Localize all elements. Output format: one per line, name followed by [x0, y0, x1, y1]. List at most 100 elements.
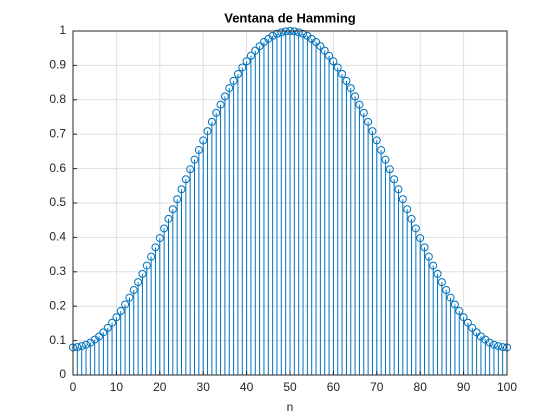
stem-marker — [151, 243, 160, 252]
stem-marker — [299, 29, 308, 38]
x-tick-label: 50 — [283, 380, 297, 394]
stem-marker — [459, 313, 468, 322]
x-tick-label: 70 — [370, 380, 384, 394]
stem-marker — [242, 57, 251, 66]
stem-marker — [186, 165, 195, 174]
stem-marker — [190, 155, 199, 164]
stem-marker — [351, 92, 360, 101]
stem-marker — [446, 293, 455, 302]
stem-marker — [225, 84, 234, 93]
stem-marker — [233, 70, 242, 78]
stem-marker — [212, 108, 221, 117]
y-tick-label: 0.4 — [49, 230, 66, 244]
y-tick-label: 0.7 — [49, 126, 66, 140]
x-axis-label: n — [287, 400, 294, 414]
stem-marker — [385, 165, 394, 174]
stem-marker — [194, 146, 203, 155]
stem-marker — [277, 28, 286, 37]
stem-marker — [216, 100, 225, 109]
y-tick-label: 0.6 — [49, 161, 66, 175]
stem-marker — [463, 318, 472, 327]
stem-marker — [73, 343, 82, 352]
stem-marker — [407, 214, 416, 223]
stem-marker — [368, 127, 377, 136]
y-tick-label: 1 — [59, 23, 66, 37]
stem-marker — [138, 269, 147, 278]
stem-marker — [381, 155, 390, 164]
stem-marker — [325, 51, 334, 60]
stem-marker — [272, 29, 281, 38]
stem-marker — [455, 307, 464, 316]
stem-marker — [251, 46, 260, 55]
x-tick-label: 90 — [457, 380, 471, 394]
stem-marker — [316, 42, 325, 51]
stem-marker — [177, 185, 186, 194]
stem-marker — [433, 269, 442, 278]
stem-marker — [147, 252, 156, 261]
stem-marker — [246, 51, 255, 60]
y-tick-label: 0.1 — [49, 333, 66, 347]
stem-marker — [377, 146, 386, 155]
stem-marker — [255, 42, 264, 51]
stem-marker — [129, 286, 138, 295]
stem-marker — [229, 76, 238, 85]
stem-marker — [103, 323, 112, 332]
x-tick-label: 20 — [153, 380, 167, 394]
y-tick-label: 0.2 — [49, 298, 66, 312]
stem-marker — [95, 332, 104, 341]
stem-marker — [429, 261, 438, 270]
stem-marker — [207, 117, 216, 126]
stem-marker — [498, 343, 507, 352]
stem-marker — [134, 278, 143, 287]
x-tick-label: 80 — [414, 380, 428, 394]
stem-marker — [164, 214, 173, 223]
stem-marker — [99, 328, 108, 337]
stem-marker — [312, 38, 321, 47]
stem-marker — [403, 205, 412, 214]
stem-marker — [238, 63, 247, 72]
stem-marker — [342, 76, 351, 85]
x-tick-label: 10 — [110, 380, 124, 394]
stem-marker — [468, 323, 477, 332]
stem-marker — [494, 342, 503, 351]
x-tick-label: 100 — [497, 380, 517, 394]
stem-marker — [112, 313, 121, 322]
stem-marker — [203, 127, 212, 136]
stem-marker — [108, 318, 117, 327]
stem-marker — [181, 175, 190, 184]
x-tick-label: 30 — [197, 380, 211, 394]
stem-marker — [125, 293, 134, 302]
stem-marker — [359, 108, 368, 117]
stem-marker — [398, 195, 407, 204]
y-tick-label: 0 — [59, 367, 66, 381]
stem-marker — [77, 342, 86, 351]
stem-marker — [320, 46, 329, 55]
y-tick-label: 0.3 — [49, 264, 66, 278]
stem-marker — [168, 205, 177, 214]
stem-marker — [121, 300, 130, 309]
stem-marker — [173, 195, 182, 204]
stem-marker — [116, 307, 125, 316]
stem-marker — [450, 300, 459, 309]
stem-marker — [442, 286, 451, 295]
x-tick-label: 0 — [70, 380, 77, 394]
stem-marker — [420, 243, 429, 252]
stem-marker — [355, 100, 364, 109]
stem-marker — [372, 136, 381, 145]
stem-marker — [333, 63, 342, 72]
stem-marker — [390, 175, 399, 184]
stem-marker — [346, 84, 355, 93]
stem-marker — [294, 28, 303, 37]
stem-marker — [155, 234, 164, 243]
stem-marker — [82, 340, 91, 349]
y-tick-label: 0.8 — [49, 92, 66, 106]
stem-marker — [489, 340, 498, 349]
chart-title: Ventana de Hamming — [224, 10, 356, 25]
x-tick-label: 60 — [327, 380, 341, 394]
stem-marker — [142, 261, 151, 270]
y-tick-label: 0.5 — [49, 195, 66, 209]
stem-marker — [268, 31, 277, 40]
stem-marker — [472, 328, 481, 337]
stem-marker — [364, 117, 373, 126]
